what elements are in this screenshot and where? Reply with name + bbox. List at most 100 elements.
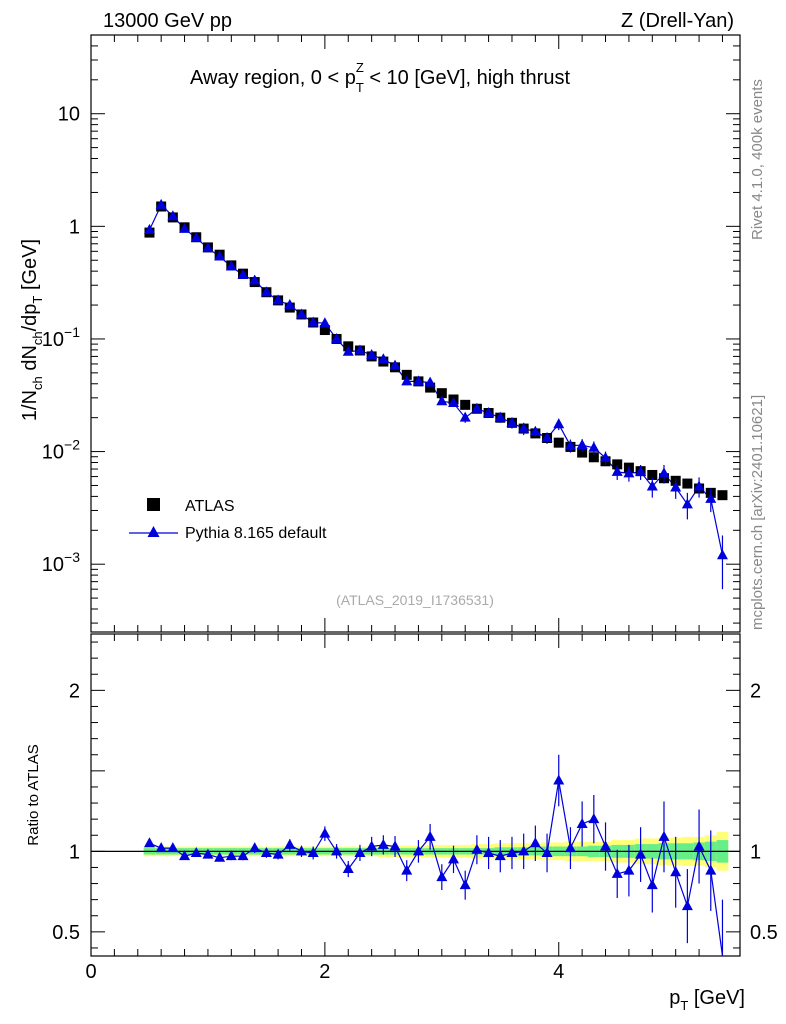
- ratio-point: [202, 848, 214, 859]
- ratio-point: [471, 843, 483, 854]
- main-ytick-label: 10−1: [42, 324, 80, 351]
- ratio-point: [646, 879, 658, 890]
- ratio-frame: [90, 633, 741, 957]
- ratio-point: [623, 864, 635, 875]
- legend-atlas-marker: [147, 498, 160, 511]
- atlas-point: [647, 469, 658, 480]
- pythia-line: [148, 203, 724, 556]
- pythia-point: [471, 402, 483, 413]
- atlas-point: [717, 490, 728, 501]
- ratio-point: [600, 840, 612, 851]
- ratio-point: [214, 851, 226, 862]
- ratio-point: [272, 848, 284, 859]
- atlas-point: [577, 447, 588, 458]
- pythia-point: [284, 299, 296, 310]
- main-frame: [90, 34, 741, 633]
- atlas-point: [401, 369, 412, 380]
- ratio-point: [366, 840, 378, 851]
- pythia-point: [611, 465, 623, 476]
- ratio-point: [342, 863, 354, 874]
- rivet-version-label: Rivet 4.1.0, 400k events: [749, 79, 766, 240]
- ratio-point: [541, 846, 553, 857]
- atlas-point: [425, 382, 436, 393]
- ratio-point: [693, 840, 705, 851]
- pythia-point: [143, 223, 155, 234]
- pythia-point: [436, 395, 448, 406]
- pythia-point: [506, 416, 518, 427]
- pythia-point: [494, 411, 506, 422]
- main-ylabel: 1/Nch dNch/dpT [GeV]: [19, 239, 45, 421]
- analysis-watermark: (ATLAS_2019_I1736531): [336, 592, 494, 608]
- atlas-point: [588, 452, 599, 463]
- atlas-point: [436, 388, 447, 399]
- ratio-ytick-label: 0.5: [52, 922, 80, 944]
- ratio-ytick-label-right: 2: [750, 680, 761, 702]
- ratio-point: [494, 850, 506, 861]
- main-ytick-label: 10: [58, 104, 80, 126]
- pythia-point: [459, 411, 471, 422]
- ratio-line: [149, 780, 724, 957]
- atlas-point: [682, 478, 693, 489]
- main-ticks: [90, 34, 740, 632]
- ratio-point: [401, 864, 413, 875]
- pythia-point: [600, 451, 612, 462]
- ratio-point: [143, 837, 155, 848]
- ratio-point: [448, 853, 460, 864]
- pythia-point: [623, 467, 635, 478]
- ratio-ytick-labels: 2 2 1 1 0.5 0.5: [52, 680, 778, 944]
- pythia-point: [716, 549, 728, 560]
- ratio-panel: 2 2 1 1 0.5 0.5 0 2 4 Ratio to ATLAS pT [GeV]: [25, 633, 778, 1013]
- pythia-point: [564, 439, 576, 450]
- ratio-point: [377, 838, 389, 849]
- ratio-point: [155, 842, 167, 853]
- ratio-point: [225, 850, 237, 861]
- ratio-point: [249, 842, 261, 853]
- ratio-point: [459, 879, 471, 890]
- pythia-point: [377, 353, 389, 364]
- pythia-point: [448, 396, 460, 407]
- legend-pythia-marker: [147, 526, 160, 537]
- ratio-point: [553, 774, 565, 785]
- pythia-point: [307, 316, 319, 327]
- ratio-point: [436, 871, 448, 882]
- pythia-point: [214, 250, 226, 261]
- pythia-point: [342, 345, 354, 356]
- legend-atlas-label: ATLAS: [185, 498, 235, 515]
- pythia-point: [155, 198, 167, 209]
- ratio-point: [295, 845, 307, 856]
- ratio-xtick-label: 2: [319, 961, 330, 983]
- pythia-point: [167, 210, 179, 221]
- ratio-point: [564, 842, 576, 853]
- ratio-point: [506, 846, 518, 857]
- ratio-point: [167, 842, 179, 853]
- pythia-point: [190, 231, 202, 242]
- ratio-ytick-label: 2: [69, 680, 80, 702]
- ratio-ytick-label: 1: [69, 841, 80, 863]
- ratio-point: [260, 846, 272, 857]
- ratio-ylabel: Ratio to ATLAS: [25, 744, 42, 845]
- pythia-point: [249, 274, 261, 285]
- pythia-point: [681, 498, 693, 509]
- pythia-point: [272, 294, 284, 305]
- ratio-ytick-label-right: 0.5: [750, 922, 778, 944]
- pythia-point: [693, 480, 705, 491]
- ratio-point: [412, 845, 424, 856]
- ratio-point: [389, 840, 401, 851]
- x-axis-label: pT [GeV]: [669, 987, 745, 1013]
- legend-pythia-label: Pythia 8.165 default: [185, 525, 327, 542]
- pythia-point: [331, 332, 343, 343]
- pythia-point: [389, 359, 401, 370]
- ratio-point: [611, 867, 623, 878]
- pythia-point: [295, 308, 307, 319]
- pythia-point: [202, 242, 214, 253]
- pythia-point: [412, 375, 424, 386]
- atlas-point: [460, 399, 471, 410]
- ratio-point: [681, 900, 693, 911]
- main-panel: 10 1 10−1 10−2 10−3 1/Nch dNch/dpT [GeV] Awa…: [19, 34, 741, 633]
- process-label: Z (Drell-Yan): [621, 10, 734, 32]
- atlas-point: [553, 437, 564, 448]
- main-data-layer: [143, 198, 728, 590]
- main-ytick-label: 10−3: [42, 549, 80, 576]
- ratio-point: [424, 830, 436, 841]
- pythia-point: [541, 431, 553, 442]
